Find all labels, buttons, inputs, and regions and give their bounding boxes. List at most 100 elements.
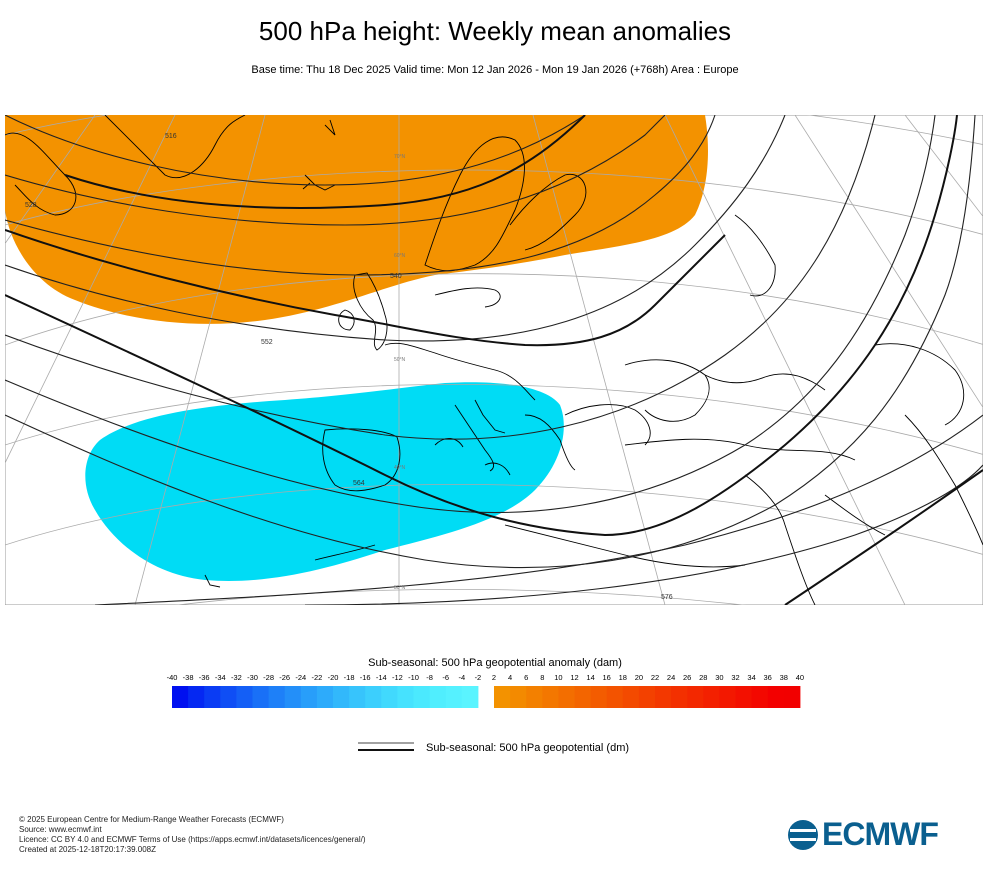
footer-credits: © 2025 European Centre for Medium-Range … [19, 815, 366, 855]
colorbar-swatch-positive [622, 686, 640, 708]
colorbar-swatch-positive [510, 686, 527, 708]
latitude-label: 40°N [394, 465, 406, 471]
colorbar-swatch-positive [542, 686, 559, 708]
colorbar-tick-label: -34 [215, 673, 226, 682]
colorbar-tick-label: -24 [295, 673, 306, 682]
colorbar-tick-label: 6 [524, 673, 528, 682]
colorbar-tick-label: -8 [426, 673, 433, 682]
colorbar-swatch-negative [204, 686, 221, 708]
colorbar-tick-label: 26 [683, 673, 691, 682]
contour-label: 552 [261, 339, 273, 346]
europe-map: 516 528 540 552 564 576 70°N 60°N 50°N 4… [5, 115, 983, 605]
colorbar-tick-label: 22 [651, 673, 659, 682]
colorbar-tick-label: 2 [492, 673, 496, 682]
colorbar-tick-label: -36 [199, 673, 210, 682]
copyright-line: © 2025 European Centre for Medium-Range … [19, 815, 284, 824]
colorbar-swatch-positive [558, 686, 575, 708]
colorbar-tick-label: -32 [231, 673, 242, 682]
ecmwf-logo-text: ECMWF [822, 816, 939, 852]
colorbar-swatch-positive [751, 686, 769, 708]
colorbar-swatch-negative [397, 686, 414, 708]
colorbar-swatch-positive [735, 686, 753, 708]
colorbar-swatch-negative [172, 686, 189, 708]
colorbar-tick-label: -18 [344, 673, 355, 682]
colorbar-swatch-negative [349, 686, 366, 708]
negative-anomaly-region [85, 382, 564, 581]
colorbar-swatch-positive [655, 686, 672, 708]
colorbar-tick-label: -20 [328, 673, 339, 682]
colorbar-swatch-positive [606, 686, 624, 708]
contour-label: 576 [661, 594, 673, 601]
colorbar-tick-label: -12 [392, 673, 403, 682]
latitude-label: 30°N [394, 585, 406, 591]
colorbar-tick-label: 30 [715, 673, 723, 682]
licence-line: Licence: CC BY 4.0 and ECMWF Terms of Us… [19, 835, 366, 844]
chart-title: 500 hPa height: Weekly mean anomalies [258, 16, 732, 46]
colorbar-swatch-positive [767, 686, 785, 708]
colorbar-swatch-positive [703, 686, 720, 708]
latitude-label: 60°N [394, 253, 406, 259]
colorbar-swatch-negative [268, 686, 286, 708]
colorbar-swatch-positive [494, 686, 511, 708]
colorbar-tick-label: -28 [263, 673, 274, 682]
colorbar-swatch-negative [316, 686, 334, 708]
colorbar-swatch-positive [783, 686, 801, 708]
colorbar-tick-label: 20 [635, 673, 643, 682]
colorbar-tick-label: -6 [442, 673, 449, 682]
colorbar-tick-label: 40 [796, 673, 804, 682]
colorbar-ticks: -40 -38 -36 -34 -32 -30 -28 -26 -24 -22 -20 -18 -16-… [167, 673, 804, 682]
created-line: Created at 2025-12-18T20:17:39.008Z [19, 845, 156, 854]
colorbar-swatch-negative [445, 686, 463, 708]
legend-label: Sub-seasonal: 500 hPa geopotential (dm) [426, 742, 630, 754]
colorbar-tick-label: -30 [247, 673, 258, 682]
colorbar-tick-label: 4 [508, 673, 512, 682]
latitude-labels: 70°N 60°N 50°N 40°N 30°N [394, 154, 406, 591]
colorbar-swatch-negative [252, 686, 270, 708]
contour-label: 540 [390, 273, 402, 280]
colorbar-tick-label: 16 [603, 673, 611, 682]
colorbar-tick-label: 24 [667, 673, 675, 682]
latitude-label: 50°N [394, 357, 406, 363]
chart-subtitle: Base time: Thu 18 Dec 2025 Valid time: M… [251, 64, 739, 76]
colorbar-swatch-negative [284, 686, 302, 708]
colorbar-swatch-negative [429, 686, 447, 708]
colorbar-swatch-negative [365, 686, 382, 708]
latitude-label: 70°N [394, 154, 406, 160]
ecmwf-logo-icon [788, 820, 818, 850]
contour-label: 564 [353, 480, 365, 487]
colorbar-swatch-negative [188, 686, 205, 708]
colorbar-swatch-positive [671, 686, 688, 708]
colorbar-tick-label: 36 [764, 673, 772, 682]
colorbar-tick-label: -40 [167, 673, 178, 682]
colorbar-tick-label: 12 [570, 673, 578, 682]
colorbar-tick-label: 34 [747, 673, 755, 682]
colorbar-tick-label: -22 [311, 673, 322, 682]
contour-label: 516 [165, 133, 177, 140]
colorbar-swatch-positive [526, 686, 543, 708]
colorbar-swatch-positive [687, 686, 704, 708]
colorbar-swatch-negative [300, 686, 318, 708]
geopotential-contours-bold [5, 115, 983, 605]
geopotential-contours [5, 115, 983, 605]
positive-anomaly-region [5, 115, 708, 324]
colorbar-swatch-negative [381, 686, 398, 708]
colorbar-tick-label: 14 [586, 673, 594, 682]
colorbar-swatch-positive [574, 686, 592, 708]
colorbar-tick-label: -38 [183, 673, 194, 682]
colorbar-tick-label: 18 [619, 673, 627, 682]
colorbar-swatch-negative [333, 686, 350, 708]
colorbar-tick-label: 38 [780, 673, 788, 682]
colorbar-tick-label: 28 [699, 673, 707, 682]
ecmwf-logo: ECMWF [786, 816, 976, 854]
colorbar-tick-label: -2 [475, 673, 482, 682]
colorbar-tick-label: -26 [279, 673, 290, 682]
colorbar-tick-label: -10 [408, 673, 419, 682]
colorbar-tick-label: 32 [731, 673, 739, 682]
colorbar-tick-label: -14 [376, 673, 387, 682]
colorbar-swatch-positive [590, 686, 608, 708]
colorbar-tick-label: 8 [540, 673, 544, 682]
legend-line-sample [358, 742, 414, 751]
colorbar-swatch-negative [220, 686, 237, 708]
colorbar-swatch-negative [236, 686, 253, 708]
colorbar-swatch-positive [719, 686, 736, 708]
